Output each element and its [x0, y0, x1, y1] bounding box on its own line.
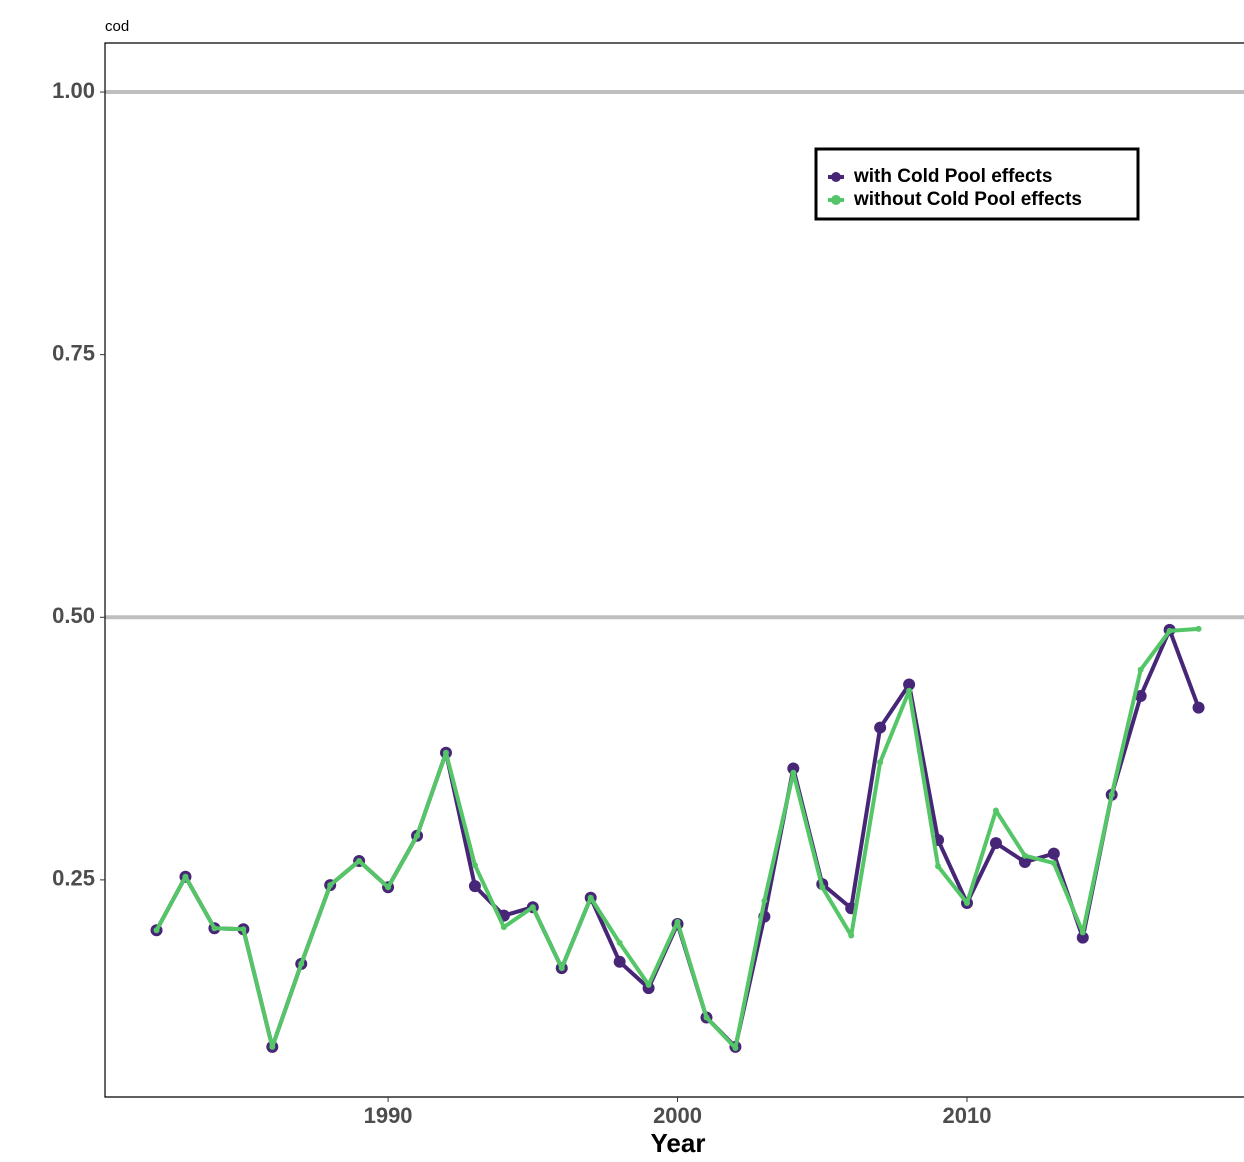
- data-point: [153, 927, 160, 934]
- data-point: [1134, 690, 1147, 703]
- data-point: [298, 960, 305, 967]
- data-point: [613, 955, 626, 968]
- data-point: [787, 762, 800, 775]
- data-point: [1192, 701, 1205, 714]
- legend-label: without Cold Pool effects: [853, 189, 1082, 210]
- x-tick-label: 1990: [364, 1103, 413, 1128]
- data-point: [1047, 847, 1060, 860]
- series-line: [154, 626, 1199, 1050]
- data-point: [1166, 627, 1173, 634]
- data-point: [674, 918, 681, 925]
- data-point: [269, 1043, 276, 1050]
- data-point: [468, 880, 481, 893]
- data-point: [903, 678, 916, 691]
- y-tick-label: 0.50: [52, 603, 95, 628]
- data-point: [182, 873, 189, 880]
- series-line: [154, 627, 1201, 1049]
- y-tick-label: 1.00: [52, 78, 95, 103]
- x-axis-title: Year: [651, 1128, 706, 1158]
- data-point: [327, 882, 334, 889]
- data-point: [989, 837, 1002, 850]
- data-point: [471, 862, 478, 869]
- y-tick-label: 0.75: [52, 340, 95, 365]
- data-point: [240, 926, 247, 933]
- data-point: [992, 807, 999, 814]
- data-point: [442, 749, 449, 756]
- data-point: [1079, 929, 1086, 936]
- data-point: [761, 897, 768, 904]
- data-point: [935, 863, 942, 870]
- data-point: [587, 894, 594, 901]
- data-point: [616, 939, 623, 946]
- data-point: [874, 721, 887, 734]
- legend-label: with Cold Pool effects: [853, 166, 1052, 187]
- data-point: [414, 832, 421, 839]
- data-point: [963, 899, 970, 906]
- data-point: [1018, 856, 1031, 869]
- data-point: [1195, 625, 1202, 632]
- data-point: [500, 924, 507, 931]
- legend-marker: [831, 195, 841, 205]
- data-point: [645, 981, 652, 988]
- data-point: [211, 925, 218, 932]
- legend-marker: [831, 172, 841, 182]
- data-point: [356, 857, 363, 864]
- data-point: [819, 884, 826, 891]
- data-point: [385, 884, 392, 891]
- data-point: [877, 759, 884, 766]
- chart-title: cod: [105, 18, 129, 35]
- y-tick-label: 0.25: [52, 866, 95, 891]
- data-point: [1108, 791, 1115, 798]
- data-point: [529, 904, 536, 911]
- data-point: [558, 965, 565, 972]
- x-tick-label: 2010: [943, 1103, 992, 1128]
- data-point: [642, 982, 655, 995]
- data-point: [906, 687, 913, 694]
- x-tick-label: 2000: [653, 1103, 702, 1128]
- data-point: [703, 1014, 710, 1021]
- legend-box: [814, 147, 1140, 221]
- data-point: [732, 1044, 739, 1051]
- data-point: [790, 769, 797, 776]
- data-point: [1137, 666, 1144, 673]
- panel-border: [104, 42, 1244, 1098]
- data-point: [848, 932, 855, 939]
- data-point: [1050, 860, 1057, 867]
- data-point: [1076, 931, 1089, 944]
- data-point: [1021, 852, 1028, 859]
